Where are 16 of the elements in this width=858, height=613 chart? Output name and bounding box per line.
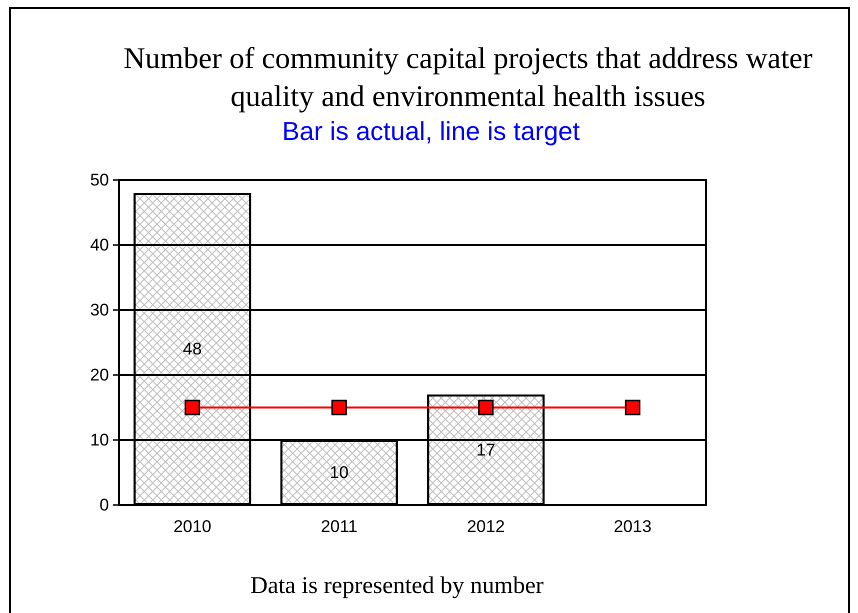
y-tick-label: 20 <box>90 366 109 384</box>
y-tick-label: 40 <box>90 236 109 254</box>
y-tick-label: 0 <box>100 496 109 514</box>
y-tick-label: 30 <box>90 300 109 320</box>
y-tick-label: 50 <box>90 170 109 190</box>
x-tick-label: 2010 <box>173 517 212 536</box>
x-tick-label: 2011 <box>320 517 358 536</box>
x-tick-label: 2012 <box>466 517 505 536</box>
data-label: 17 <box>476 440 496 460</box>
data-label: 10 <box>330 463 349 482</box>
x-tick-label: 2013 <box>614 517 652 536</box>
data-label: 48 <box>182 340 202 358</box>
chart-title: Number of community capital projects that address water quality and environmental health issues <box>122 41 814 115</box>
y-tick-label: 10 <box>90 430 109 450</box>
text: Data is represented by number <box>249 572 545 600</box>
chart-subtitle: Bar is actual, line is target <box>281 116 581 146</box>
